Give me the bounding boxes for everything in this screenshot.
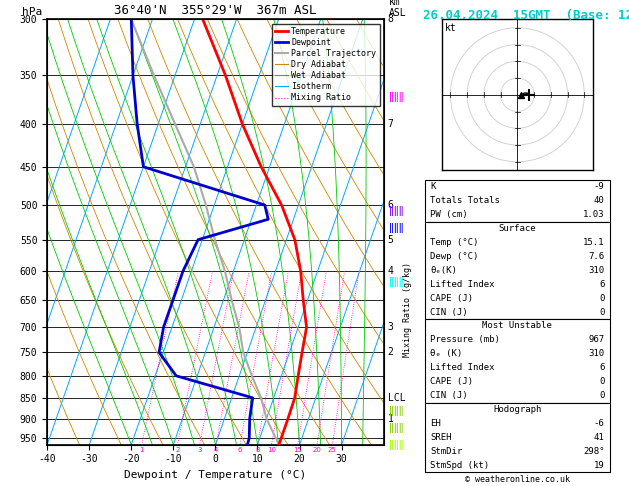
Text: Hodograph: Hodograph: [493, 405, 542, 414]
Title: 36°40'N  355°29'W  367m ASL: 36°40'N 355°29'W 367m ASL: [114, 4, 316, 17]
Legend: Temperature, Dewpoint, Parcel Trajectory, Dry Adiabat, Wet Adiabat, Isotherm, Mi: Temperature, Dewpoint, Parcel Trajectory…: [272, 24, 379, 106]
Text: 20: 20: [313, 447, 321, 453]
Text: -9: -9: [594, 182, 604, 191]
Text: θₑ (K): θₑ (K): [430, 349, 462, 358]
Text: 0: 0: [599, 377, 604, 386]
Text: ǁǁǁ: ǁǁǁ: [389, 224, 403, 233]
Bar: [425, 180, 610, 222]
Text: 3: 3: [198, 447, 202, 453]
Text: Temp (°C): Temp (°C): [430, 238, 479, 247]
Text: StmSpd (kt): StmSpd (kt): [430, 461, 489, 469]
Text: 3: 3: [387, 322, 394, 332]
Text: θₑ(K): θₑ(K): [430, 266, 457, 275]
Text: 2: 2: [175, 447, 180, 453]
Text: SREH: SREH: [430, 433, 452, 442]
Text: -6: -6: [594, 419, 604, 428]
Text: 8: 8: [255, 447, 260, 453]
Text: 0: 0: [599, 391, 604, 400]
Text: 40: 40: [594, 196, 604, 205]
Text: Pressure (mb): Pressure (mb): [430, 335, 500, 345]
Text: 4: 4: [214, 447, 218, 453]
Text: © weatheronline.co.uk: © weatheronline.co.uk: [465, 474, 570, 484]
Text: ǁǁǁ: ǁǁǁ: [389, 406, 403, 416]
Text: km
ASL: km ASL: [389, 0, 406, 18]
Text: 2: 2: [387, 347, 394, 357]
Text: K: K: [430, 182, 435, 191]
Text: 6: 6: [599, 363, 604, 372]
Text: Most Unstable: Most Unstable: [482, 321, 552, 330]
Text: 1: 1: [387, 414, 394, 424]
Text: 310: 310: [589, 349, 604, 358]
Text: ǁǁǁ: ǁǁǁ: [389, 277, 403, 287]
Text: EH: EH: [430, 419, 441, 428]
Text: 10: 10: [267, 447, 276, 453]
Text: 0: 0: [599, 308, 604, 316]
Text: Totals Totals: Totals Totals: [430, 196, 500, 205]
Text: ǁǁǁ: ǁǁǁ: [389, 92, 403, 102]
Text: 19: 19: [594, 461, 604, 469]
Text: 15.1: 15.1: [583, 238, 604, 247]
Text: 310: 310: [589, 266, 604, 275]
Text: 967: 967: [589, 335, 604, 345]
Text: 6: 6: [599, 280, 604, 289]
Text: PW (cm): PW (cm): [430, 210, 468, 219]
Text: 26.04.2024  15GMT  (Base: 12): 26.04.2024 15GMT (Base: 12): [423, 9, 629, 22]
Bar: [425, 402, 610, 472]
Text: Lifted Index: Lifted Index: [430, 363, 494, 372]
Text: CIN (J): CIN (J): [430, 391, 468, 400]
Text: ǁǁǁ: ǁǁǁ: [389, 440, 403, 450]
Text: 5: 5: [387, 235, 394, 244]
Text: Lifted Index: Lifted Index: [430, 280, 494, 289]
Text: 1.03: 1.03: [583, 210, 604, 219]
Text: hPa: hPa: [22, 7, 42, 17]
Text: 41: 41: [594, 433, 604, 442]
Text: 0: 0: [599, 294, 604, 303]
Text: 7.6: 7.6: [589, 252, 604, 261]
Text: 15: 15: [293, 447, 303, 453]
Text: kt: kt: [445, 23, 457, 33]
Text: Dewp (°C): Dewp (°C): [430, 252, 479, 261]
X-axis label: Dewpoint / Temperature (°C): Dewpoint / Temperature (°C): [125, 470, 306, 480]
Text: 1: 1: [140, 447, 144, 453]
Bar: [425, 319, 610, 402]
Text: 25: 25: [328, 447, 337, 453]
Text: Surface: Surface: [499, 224, 536, 233]
Text: 298°: 298°: [583, 447, 604, 456]
Text: 4: 4: [387, 266, 394, 276]
Text: 7: 7: [387, 119, 394, 129]
Text: Mixing Ratio (g/kg): Mixing Ratio (g/kg): [403, 262, 412, 357]
Text: 6: 6: [238, 447, 242, 453]
Text: LCL: LCL: [387, 393, 405, 403]
Bar: [425, 222, 610, 319]
Text: StmDir: StmDir: [430, 447, 462, 456]
Text: CAPE (J): CAPE (J): [430, 377, 473, 386]
Text: 8: 8: [387, 15, 394, 24]
Text: CIN (J): CIN (J): [430, 308, 468, 316]
Text: 6: 6: [387, 200, 394, 210]
Text: CAPE (J): CAPE (J): [430, 294, 473, 303]
Text: ǁǁǁ: ǁǁǁ: [389, 207, 403, 216]
Text: ǁǁǁ: ǁǁǁ: [389, 423, 403, 433]
